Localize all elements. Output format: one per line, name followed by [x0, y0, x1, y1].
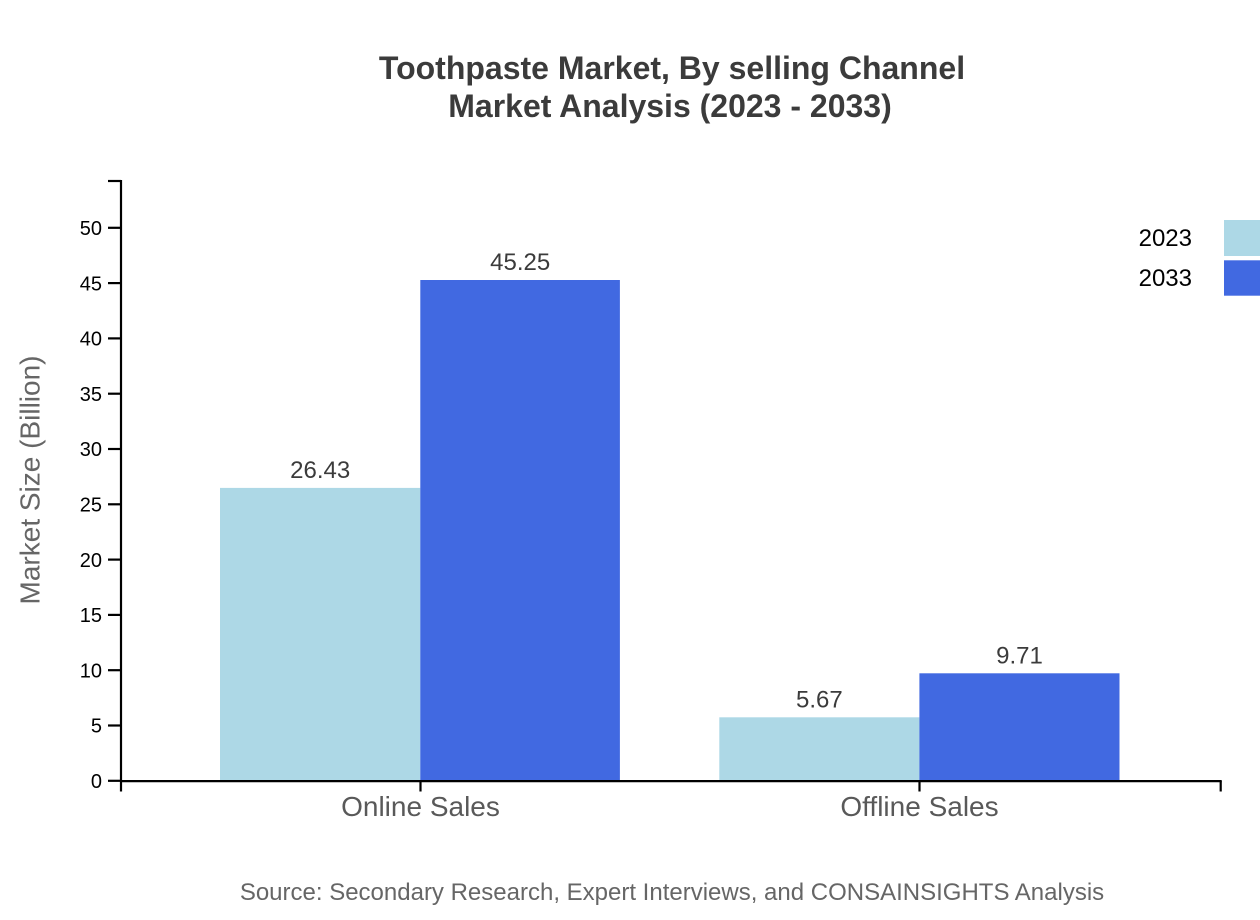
svg-text:Market Analysis (2023 - 2033): Market Analysis (2023 - 2033) — [448, 88, 892, 124]
svg-text:35: 35 — [80, 384, 102, 406]
svg-text:9.71: 9.71 — [996, 642, 1043, 669]
svg-text:Market Size (Billion): Market Size (Billion) — [15, 356, 46, 605]
svg-text:Toothpaste Market, By selling: Toothpaste Market, By selling Channel — [379, 50, 965, 86]
svg-text:Offline Sales: Offline Sales — [840, 791, 998, 822]
svg-text:25: 25 — [80, 495, 102, 517]
svg-text:20: 20 — [80, 550, 102, 572]
svg-text:2023: 2023 — [1139, 225, 1192, 252]
svg-text:30: 30 — [80, 439, 102, 461]
svg-text:5.67: 5.67 — [796, 686, 843, 713]
svg-text:10: 10 — [80, 660, 102, 682]
svg-text:15: 15 — [80, 605, 102, 627]
svg-text:Online Sales: Online Sales — [341, 791, 500, 822]
svg-text:5: 5 — [91, 716, 102, 738]
svg-text:26.43: 26.43 — [290, 457, 350, 484]
svg-text:45.25: 45.25 — [490, 249, 550, 276]
svg-text:0: 0 — [91, 771, 102, 793]
svg-text:50: 50 — [80, 218, 102, 240]
svg-text:Source: Secondary Research, Ex: Source: Secondary Research, Expert Inter… — [240, 879, 1104, 906]
svg-text:40: 40 — [80, 329, 102, 351]
svg-text:45: 45 — [80, 273, 102, 295]
svg-text:2033: 2033 — [1139, 265, 1192, 292]
